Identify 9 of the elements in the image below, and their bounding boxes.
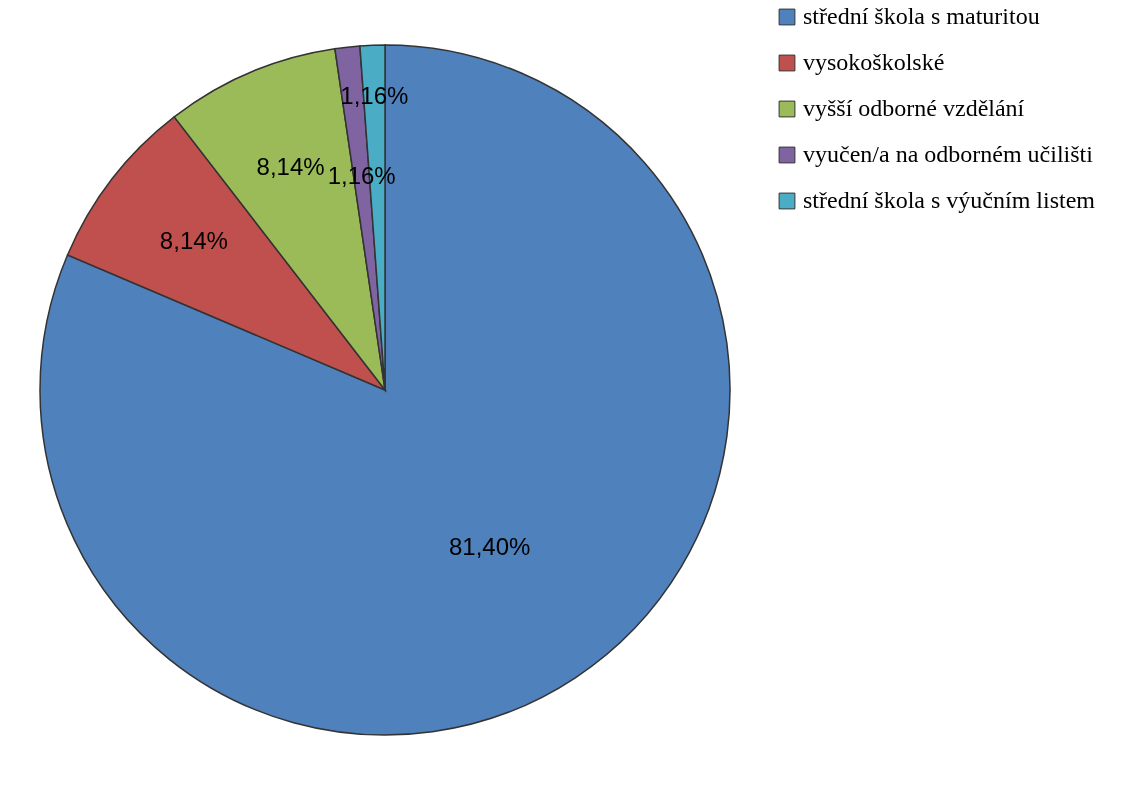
legend-label: střední škola s výučním listem [803,187,1096,213]
legend-label: vyučen/a na odborném učilišti [803,141,1094,167]
legend-label: střední škola s maturitou [803,3,1040,29]
data-label: 81,40% [448,533,531,561]
data-label: 8,14% [159,227,228,255]
legend-label: vyšší odborné vzdělání [803,95,1025,121]
pie-slice [39,44,731,736]
data-label: 8,14% [256,152,325,180]
legend-label: vysokoškolské [803,49,945,75]
